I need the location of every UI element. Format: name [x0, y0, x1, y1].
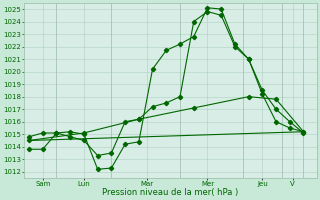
X-axis label: Pression niveau de la mer( hPa ): Pression niveau de la mer( hPa ): [102, 188, 238, 197]
